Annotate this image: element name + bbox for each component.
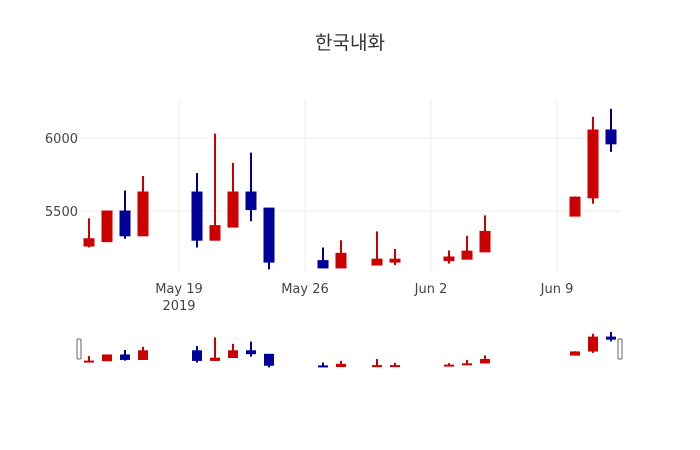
y-tick-label: 6000: [45, 132, 78, 147]
candle[interactable]: [263, 207, 275, 270]
slider-candle: [84, 356, 94, 363]
candle[interactable]: [605, 108, 617, 152]
candle[interactable]: [443, 250, 455, 264]
slider-candle: [444, 363, 454, 367]
x-tick-label: Jun 9: [540, 282, 574, 297]
x-tick-label: May 26: [281, 282, 329, 297]
candle[interactable]: [569, 196, 581, 217]
chart-title: 한국내화: [315, 32, 385, 54]
slider-candle: [102, 354, 112, 362]
candle[interactable]: [209, 133, 221, 241]
slider-candle: [390, 362, 400, 368]
range-slider[interactable]: [76, 331, 623, 368]
slider-candle: [480, 355, 490, 364]
candle[interactable]: [245, 152, 257, 222]
candle[interactable]: [389, 248, 401, 266]
candle[interactable]: [371, 231, 383, 266]
slider-candle: [120, 349, 130, 361]
slider-candle: [246, 341, 256, 357]
slider-candle: [372, 358, 382, 368]
slider-candle: [192, 346, 202, 363]
slider-candle: [588, 333, 598, 353]
candle[interactable]: [119, 190, 131, 239]
range-slider-right-handle[interactable]: [617, 338, 623, 360]
candle[interactable]: [101, 210, 113, 243]
slider-candle: [570, 351, 580, 356]
x-tick-label: Jun 2: [414, 282, 448, 297]
gridlines: [80, 100, 620, 272]
range-slider-left-handle[interactable]: [76, 338, 82, 360]
slider-candle: [606, 331, 616, 342]
y-axis-ticks: 5500 6000: [45, 132, 78, 220]
candle[interactable]: [479, 215, 491, 253]
slider-candle: [138, 346, 148, 360]
slider-candle: [228, 343, 238, 359]
candle[interactable]: [83, 218, 95, 248]
slider-candle: [264, 353, 274, 368]
slider-candle: [462, 359, 472, 366]
candle[interactable]: [335, 240, 347, 269]
candles-main: [83, 108, 617, 270]
candle[interactable]: [461, 235, 473, 260]
candle[interactable]: [587, 116, 599, 204]
candle[interactable]: [227, 162, 239, 228]
candle[interactable]: [317, 247, 329, 269]
x-tick-label: May 19 2019: [155, 282, 203, 314]
slider-candle: [318, 362, 328, 368]
candle[interactable]: [191, 173, 203, 248]
slider-candle: [336, 360, 346, 368]
candle[interactable]: [137, 175, 149, 237]
slider-candle: [210, 337, 220, 361]
y-tick-label: 5500: [45, 205, 78, 220]
x-axis-ticks: May 19 2019 May 26 Jun 2 Jun 9: [155, 282, 573, 314]
